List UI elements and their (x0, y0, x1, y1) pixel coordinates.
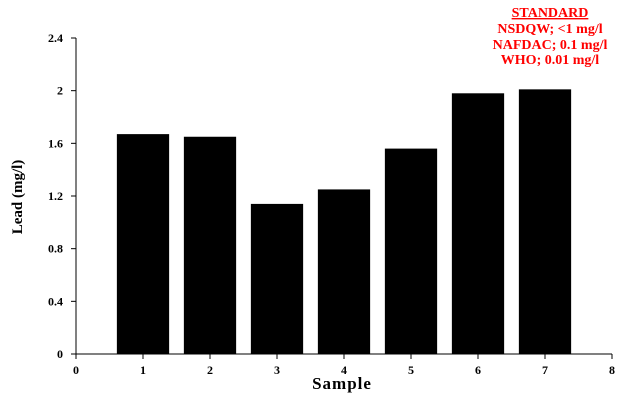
y-tick-label: 1.6 (48, 136, 63, 150)
x-tick-label: 0 (73, 363, 79, 377)
standard-line-nsdqw: NSDQW; <1 mg/l (497, 22, 602, 37)
y-axis-title: Lead (mg/l) (10, 160, 26, 235)
standard-heading: STANDARD (512, 6, 589, 21)
bar-sample-6 (451, 93, 505, 355)
x-tick-label: 4 (341, 363, 347, 377)
y-tick-label: 2 (57, 84, 63, 98)
x-tick-label: 6 (475, 363, 481, 377)
x-tick-label: 2 (207, 363, 213, 377)
standard-annotation: STANDARD NSDQW; <1 mg/l NAFDAC; 0.1 mg/l… (493, 6, 608, 68)
y-ticks-group: 0 0.4 0.8 1.2 1.6 2 2.4 (48, 31, 76, 361)
y-tick-label: 1.2 (48, 189, 63, 203)
x-tick-label: 8 (609, 363, 615, 377)
y-tick-label: 0 (57, 347, 63, 361)
y-tick-label: 0.4 (48, 294, 63, 308)
x-ticks-group: 0 1 2 3 4 5 6 7 8 (73, 354, 615, 377)
x-tick-label: 5 (408, 363, 414, 377)
bar-sample-5 (384, 148, 438, 354)
bars-group (116, 89, 572, 355)
y-tick-label: 2.4 (48, 31, 63, 45)
standard-line-who: WHO; 0.01 mg/l (501, 53, 599, 68)
x-tick-label: 3 (274, 363, 280, 377)
x-axis-title: Sample (312, 374, 372, 393)
bar-sample-7 (518, 89, 572, 354)
bar-sample-4 (317, 189, 371, 354)
standard-line-nafdac: NAFDAC; 0.1 mg/l (493, 38, 608, 53)
bar-sample-2 (183, 136, 237, 354)
bar-sample-3 (250, 203, 304, 354)
x-tick-label: 7 (542, 363, 548, 377)
y-tick-label: 0.8 (48, 242, 63, 256)
x-tick-label: 1 (140, 363, 146, 377)
bar-sample-1 (116, 134, 170, 354)
